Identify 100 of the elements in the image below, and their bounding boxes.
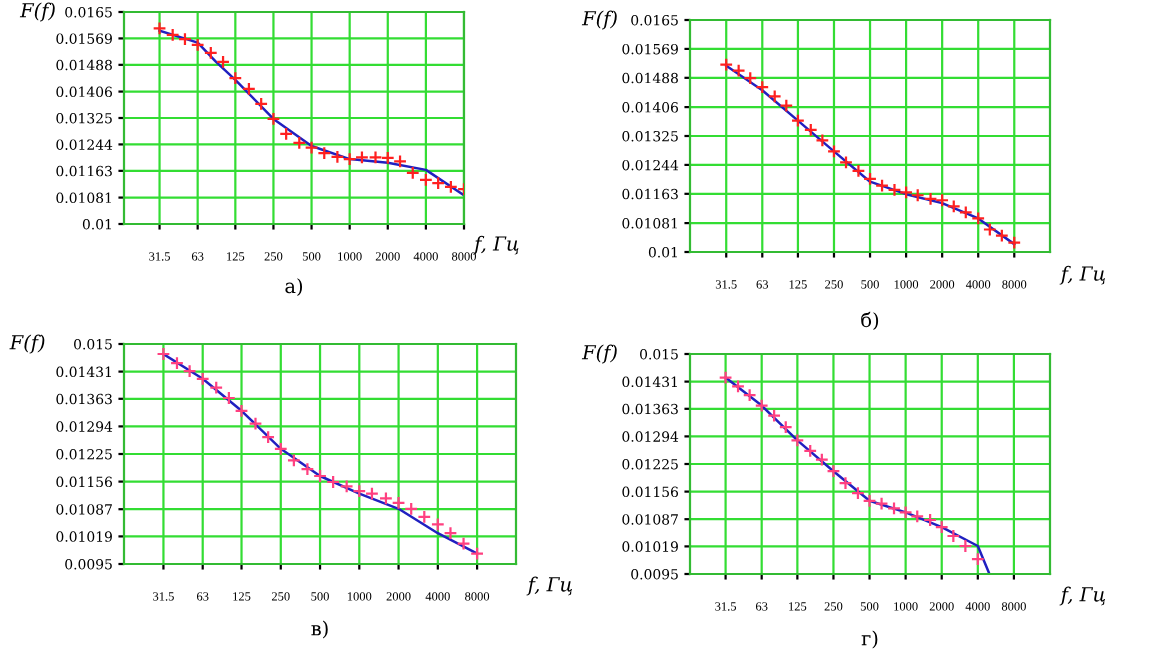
line-series (724, 64, 1016, 246)
point (156, 347, 171, 361)
point (273, 441, 288, 456)
point (731, 379, 746, 394)
point (923, 513, 938, 527)
point (216, 54, 231, 69)
point (405, 165, 420, 180)
point (418, 172, 433, 187)
point (261, 430, 276, 445)
point (826, 464, 841, 479)
x-axis-title: f, Гц (1059, 265, 1106, 285)
point (313, 469, 328, 483)
point (874, 496, 889, 511)
point (935, 193, 950, 208)
point (790, 113, 805, 128)
y-axis-title: F(f) (581, 344, 617, 364)
y-axis-title: F(f) (581, 10, 617, 30)
point (286, 453, 301, 468)
point (731, 63, 746, 78)
point (887, 501, 902, 516)
point (946, 199, 961, 214)
point (352, 484, 367, 499)
point (767, 89, 782, 104)
point (982, 222, 997, 237)
point (221, 391, 236, 405)
point (934, 520, 949, 535)
point (790, 433, 805, 448)
point (970, 552, 985, 567)
point (971, 211, 986, 226)
point (300, 462, 315, 477)
point (946, 529, 961, 543)
point (391, 495, 406, 510)
point (994, 228, 1009, 243)
point (887, 182, 902, 197)
point (182, 364, 197, 379)
point (863, 171, 878, 186)
point (443, 526, 458, 541)
line-series (162, 352, 479, 555)
point (470, 546, 485, 561)
point (851, 163, 866, 178)
point (190, 37, 205, 52)
point (209, 380, 224, 395)
point (839, 155, 854, 170)
point (838, 476, 853, 491)
point (815, 133, 830, 148)
point (368, 150, 383, 165)
point (826, 144, 841, 159)
point (443, 179, 458, 194)
point (767, 408, 782, 423)
point (378, 491, 393, 506)
text: б) (861, 311, 879, 330)
point (814, 452, 829, 467)
y-axis-title: F(f) (19, 2, 55, 22)
point (169, 356, 184, 371)
point (380, 150, 395, 165)
point (364, 486, 379, 501)
point (342, 152, 357, 167)
point (923, 191, 938, 206)
point (152, 21, 167, 36)
point (279, 126, 294, 141)
point (317, 146, 332, 161)
point (254, 96, 269, 111)
point (862, 493, 877, 508)
point (958, 539, 973, 553)
point (755, 80, 770, 95)
point (456, 536, 471, 551)
point (266, 111, 281, 126)
text: в) (311, 620, 328, 639)
point (292, 135, 307, 150)
point (899, 185, 914, 200)
point (228, 71, 243, 86)
point (718, 370, 733, 385)
point (958, 205, 973, 220)
point (203, 45, 218, 60)
point (417, 509, 432, 524)
x-axis-title: f, Гц (1059, 586, 1106, 606)
point (778, 420, 793, 435)
point (326, 475, 341, 489)
point (234, 403, 249, 418)
x-axis-title: f, Гц (526, 576, 572, 596)
point (195, 371, 210, 386)
text: г) (861, 630, 878, 649)
point (742, 388, 757, 403)
point (803, 122, 818, 137)
text: а) (285, 278, 303, 296)
point (898, 505, 913, 520)
point (304, 140, 319, 155)
point (241, 81, 256, 96)
point (430, 517, 445, 532)
point (248, 416, 263, 431)
point (910, 509, 925, 524)
point (1007, 235, 1022, 250)
point (404, 501, 419, 516)
point (743, 71, 758, 86)
point (910, 188, 925, 203)
point (354, 150, 369, 165)
x-axis-title: f, Гц (473, 235, 519, 255)
point (754, 398, 769, 413)
point (850, 486, 865, 501)
point (779, 98, 794, 113)
